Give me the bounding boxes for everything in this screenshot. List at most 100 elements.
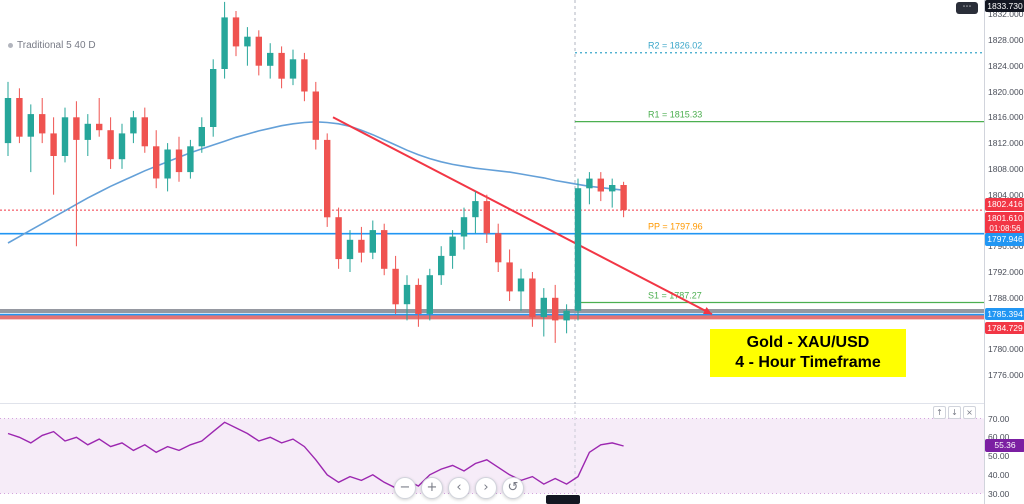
candle-body <box>118 133 126 160</box>
candle-body <box>438 255 445 276</box>
annotation-symbol: Gold - XAU/USD <box>746 334 870 351</box>
candle-body <box>415 284 422 314</box>
reset-view-button[interactable]: ↺ <box>502 477 524 499</box>
candle-body <box>346 239 354 260</box>
price-tick: 1812.000 <box>988 138 1024 149</box>
candle-body <box>369 230 376 253</box>
price-axis[interactable]: 1832.000 1828.000 1824.000 1820.000 1816.000… <box>984 0 1024 504</box>
candle-body <box>107 130 114 160</box>
candle-body <box>335 217 342 260</box>
candle-body <box>244 36 251 47</box>
candle-body <box>506 262 513 292</box>
price-tick: 1780.000 <box>988 344 1024 355</box>
candle-body <box>381 230 388 269</box>
rsi-tick: 30.00 <box>988 488 1010 499</box>
pane-controls: ↑ ↓ × <box>933 406 976 419</box>
indicator-bullet-icon <box>8 43 13 48</box>
candle-body <box>84 123 91 140</box>
price-tick: 1820.000 <box>988 86 1024 97</box>
candle-body <box>517 278 525 292</box>
candle-body <box>312 91 319 140</box>
zoom-in-button[interactable]: + <box>421 477 443 499</box>
candle-body <box>301 59 308 92</box>
candle-body <box>620 185 627 211</box>
candle-body <box>255 36 262 66</box>
last-price-badge: 1801.610 01:08:56 <box>985 212 1024 235</box>
candle-body <box>73 117 80 140</box>
candle-body <box>164 149 171 179</box>
rsi-value-badge: 55.36 <box>985 439 1024 452</box>
annotation-timeframe: 4 - Hour Timeframe <box>735 354 881 371</box>
support-blue-price-badge: 1785.394 <box>985 308 1024 321</box>
price-tick: 1804.000 <box>988 189 1024 200</box>
candle-body <box>529 278 536 318</box>
candle-body <box>39 114 46 134</box>
candle-body <box>540 297 547 318</box>
chart-nav-toolbar: − + ‹ › ↺ <box>394 477 524 499</box>
price-tick: 1788.000 <box>988 292 1024 303</box>
candle-body <box>61 117 69 156</box>
indicator-label: Traditional 5 40 D <box>17 40 96 51</box>
chart-actions-icon[interactable]: ⋯ <box>956 2 978 14</box>
candle-body <box>552 297 559 321</box>
candle-body <box>574 188 582 311</box>
rsi-tick: 40.00 <box>988 469 1010 480</box>
rsi-tick: 60.00 <box>988 432 1010 443</box>
pane-close-button[interactable]: × <box>963 406 976 419</box>
price-tick: 1816.000 <box>988 112 1024 123</box>
price-tick: 1776.000 <box>988 370 1024 381</box>
trendline-arrowhead <box>703 307 712 315</box>
annotation-callout: Gold - XAU/USD 4 - Hour Timeframe <box>710 329 906 377</box>
candle-body <box>210 69 217 127</box>
pivot-label-PP: PP = 1797.96 <box>648 222 703 232</box>
candle-body <box>563 310 570 321</box>
price-tick: 1832.000 <box>988 9 1024 20</box>
trendline[interactable] <box>332 116 713 316</box>
candle-body <box>130 117 137 134</box>
high-price-badge: 1833.730 <box>985 0 1024 13</box>
candle-body <box>403 284 411 305</box>
candle-body <box>221 17 228 69</box>
candle-body <box>175 149 183 173</box>
price-tick: 1808.000 <box>988 163 1024 174</box>
candle-body <box>426 275 433 314</box>
candle-body <box>232 17 240 47</box>
time-axis-badge <box>546 495 580 504</box>
candle-body <box>597 178 604 192</box>
candle-body <box>50 133 57 156</box>
candle-body <box>278 52 285 79</box>
candle-body <box>358 239 365 253</box>
candle-body <box>198 127 205 147</box>
pivot-label-R1: R1 = 1815.33 <box>648 110 702 120</box>
zoom-out-button[interactable]: − <box>394 477 416 499</box>
candle-body <box>27 114 34 137</box>
price-tick: 1828.000 <box>988 34 1024 45</box>
candle-body <box>267 52 274 66</box>
support-red-price-badge: 1784.729 <box>985 322 1024 335</box>
pane-up-button[interactable]: ↑ <box>933 406 946 419</box>
candle-body <box>153 146 160 179</box>
candle-body <box>324 139 331 218</box>
candle-body <box>16 98 23 137</box>
candle-body <box>609 185 616 192</box>
candle-body <box>460 217 468 237</box>
pane-down-button[interactable]: ↓ <box>948 406 961 419</box>
candle-body <box>495 233 502 263</box>
candle-body <box>586 178 593 189</box>
candle-body <box>141 117 148 147</box>
candle-body <box>472 201 479 218</box>
scroll-right-button[interactable]: › <box>475 477 497 499</box>
candle-body <box>392 268 399 305</box>
candle-body <box>449 236 456 256</box>
rsi-tick: 70.00 <box>988 413 1010 424</box>
candle-body <box>483 201 490 234</box>
pivot-label-R2: R2 = 1826.02 <box>648 41 702 51</box>
scroll-left-button[interactable]: ‹ <box>448 477 470 499</box>
price-tick: 1824.000 <box>988 60 1024 71</box>
candle-body <box>4 98 12 144</box>
candle-body <box>96 123 103 131</box>
rsi-tick: 50.00 <box>988 451 1010 461</box>
pp-price-badge: 1797.946 <box>985 233 1024 246</box>
